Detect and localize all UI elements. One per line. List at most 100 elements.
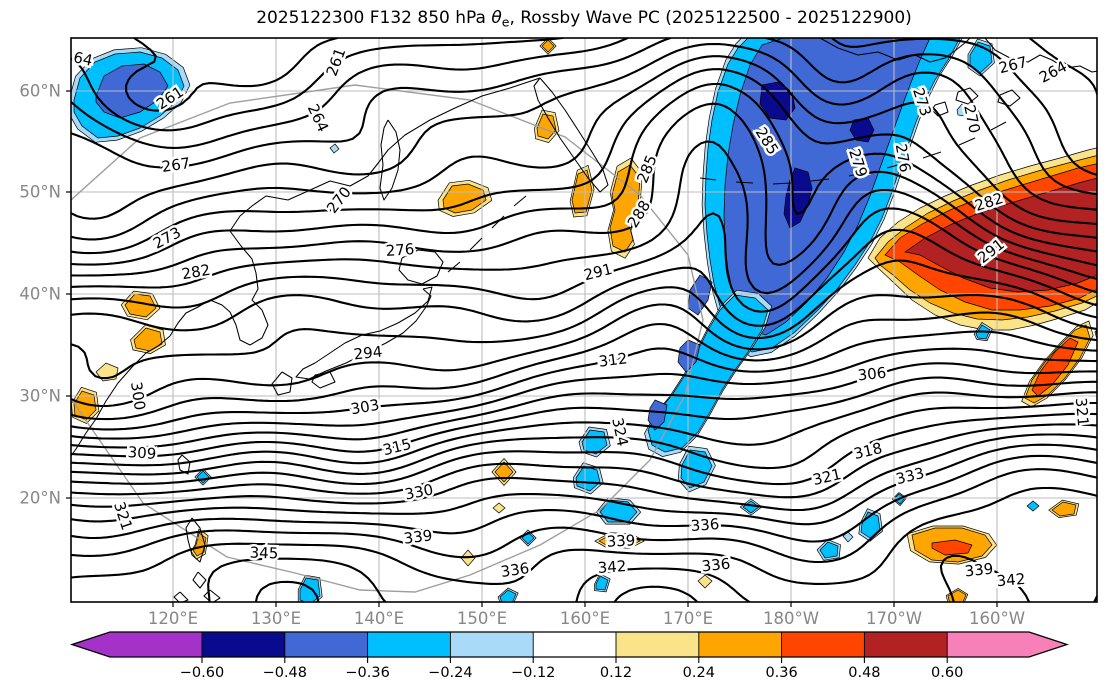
contour-label: 339 xyxy=(606,531,636,550)
colorbar-tick-label: 0.12 xyxy=(600,665,632,681)
coastline xyxy=(271,371,293,396)
contour-label: 345 xyxy=(249,544,278,563)
coastline xyxy=(699,177,717,181)
coastline xyxy=(990,121,1007,131)
lat-tick-label: 20°N xyxy=(19,489,61,508)
coastline xyxy=(886,162,906,169)
colorbar-segment xyxy=(367,632,451,657)
coastline xyxy=(772,182,792,185)
coastlines xyxy=(71,38,1097,602)
coastline xyxy=(379,119,401,201)
colorbar-segment xyxy=(202,632,285,657)
colorbar-tick-label: 0.60 xyxy=(931,665,963,681)
colorbar-segment xyxy=(698,632,782,657)
colorbar-right-arrow xyxy=(947,632,1067,657)
longitude-tick-labels: 120°E 130°E 140°E 150°E 160°E 170°E 180°W 170°W… xyxy=(148,609,1025,628)
shaded-region xyxy=(581,429,608,455)
coastline xyxy=(203,589,221,602)
coastline xyxy=(997,89,1021,107)
contour-label: 336 xyxy=(701,555,731,576)
coastline xyxy=(173,591,189,602)
axis-ticks xyxy=(66,90,998,607)
shaded-region xyxy=(819,541,839,559)
colorbar-left-arrow xyxy=(72,632,202,657)
lon-tick-label: 130°E xyxy=(251,609,301,628)
contour-label: 339 xyxy=(403,526,434,547)
shaded-region xyxy=(536,113,557,140)
contour-lines xyxy=(71,38,1097,602)
contour-label: 342 xyxy=(996,570,1026,590)
contour-label: 312 xyxy=(598,349,629,370)
lat-tick-label: 40°N xyxy=(19,285,61,304)
contour-label: 306 xyxy=(857,364,887,385)
lon-tick-label: 160°W xyxy=(969,609,1025,628)
coastline xyxy=(958,137,976,146)
colorbar-tick-label: 0.48 xyxy=(848,665,880,681)
colorbar-tick-label: −0.48 xyxy=(263,665,307,681)
colorbar-segment xyxy=(284,632,368,657)
gridlines xyxy=(71,38,1097,602)
colorbar-segment xyxy=(864,632,948,657)
contour-label: 276 xyxy=(385,240,415,260)
shaded-region xyxy=(697,574,713,589)
contour-label: 300 xyxy=(127,381,149,412)
shaded-region xyxy=(575,465,601,492)
coastline xyxy=(848,171,868,177)
map-frame xyxy=(70,37,1098,603)
colorbar-outline xyxy=(69,631,1070,658)
shaded-region xyxy=(1026,500,1040,512)
shaded-region xyxy=(299,577,321,602)
colorbar: −0.60 −0.48 −0.36 −0.24 −0.12 0.12 0.24 0.36 0.4… xyxy=(69,631,1070,681)
lat-tick-label: 30°N xyxy=(19,387,61,406)
contour-label: 336 xyxy=(690,515,720,535)
contour-label: 294 xyxy=(353,343,383,364)
shaded-region xyxy=(1051,501,1077,517)
great-circle-ring xyxy=(71,84,704,593)
colorbar-segment xyxy=(533,632,616,657)
colorbar-tick-label: −0.12 xyxy=(511,665,555,681)
lon-tick-label: 180°W xyxy=(763,609,819,628)
lon-tick-label: 120°E xyxy=(148,609,198,628)
shaded-region xyxy=(133,327,163,352)
lat-tick-label: 50°N xyxy=(19,183,61,202)
shaded-region xyxy=(499,589,517,602)
coastline xyxy=(469,237,483,251)
colorbar-tick-label: 0.24 xyxy=(683,665,715,681)
coastline xyxy=(192,571,207,589)
chart-title: 2025122300 F132 850 hPa θe, Rossby Wave … xyxy=(256,8,912,30)
coastline xyxy=(810,178,830,182)
lon-tick-label: 170°E xyxy=(663,609,713,628)
shaded-region xyxy=(1031,337,1079,397)
lon-tick-label: 140°E xyxy=(354,609,404,628)
colorbar-tick-label: −0.24 xyxy=(428,665,472,681)
colorbar-tick-label: −0.36 xyxy=(345,665,389,681)
shaded-anomaly-regions xyxy=(71,38,1097,602)
contour-label: 309 xyxy=(127,443,157,463)
coastline xyxy=(447,261,461,273)
shaded-region xyxy=(329,143,340,154)
lon-tick-label: 170°W xyxy=(866,609,922,628)
coastline xyxy=(984,38,1097,73)
coastline xyxy=(295,286,433,380)
lat-tick-label: 60°N xyxy=(19,82,61,101)
coastline xyxy=(71,77,541,457)
lon-tick-label: 160°E xyxy=(560,609,610,628)
colorbar-segment xyxy=(616,632,699,657)
contour-label: 339 xyxy=(964,560,994,581)
shaded-region xyxy=(687,274,713,316)
shaded-region xyxy=(541,39,555,53)
coastline xyxy=(735,181,754,184)
contour-label: 342 xyxy=(597,557,627,577)
shaded-region xyxy=(956,103,969,117)
shaded-region xyxy=(492,502,506,514)
lon-tick-label: 150°E xyxy=(457,609,507,628)
colorbar-segment xyxy=(781,632,865,657)
coastline xyxy=(955,87,979,105)
shaded-region xyxy=(595,575,609,591)
shaded-region xyxy=(609,164,641,253)
shaded-region xyxy=(931,539,973,556)
contour-label: 324 xyxy=(608,416,632,448)
colorbar-tick-label: −0.60 xyxy=(180,665,224,681)
contour-label: 321 xyxy=(1072,397,1092,427)
